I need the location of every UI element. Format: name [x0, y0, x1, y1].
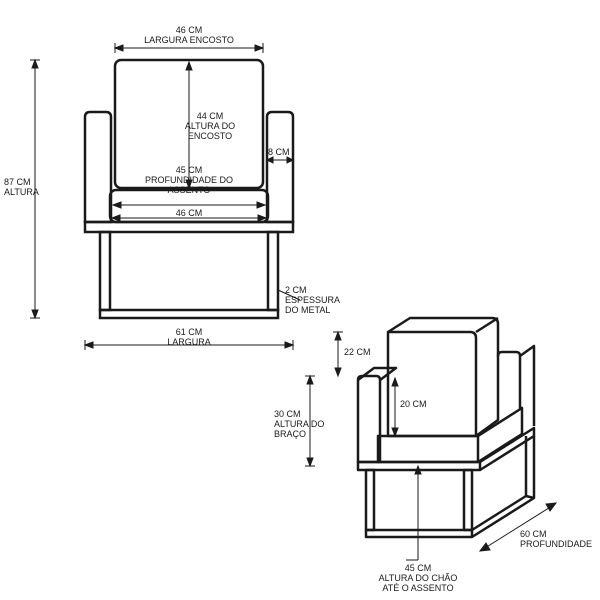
label-22cm: 22 CM — [344, 348, 371, 358]
label-largura-encosto: 46 CM LARGURA ENCOSTO — [144, 26, 234, 46]
label-espessura: 2 CM ESPESSURA DO METAL — [285, 286, 340, 316]
label-largura: 61 CM LARGURA — [167, 328, 211, 348]
label-seat-width: 46 CM — [176, 209, 203, 219]
label-20cm: 20 CM — [400, 400, 427, 410]
label-altura: 87 CM ALTURA — [4, 178, 39, 198]
label-profundidade: 60 CM PROFUNDIDADE — [520, 530, 592, 550]
label-altura-encosto: 44 CM ALTURA DO ENCOSTO — [185, 112, 235, 142]
label-altura-braco: 30 CM ALTURA DO BRAÇO — [274, 410, 324, 440]
label-arm-width: 8 CM — [268, 148, 290, 158]
label-altura-chao: 45 CM ALTURA DO CHÃO ATÉ O ASSENTO — [379, 564, 458, 594]
label-profundidade-assento: 45 CM PROFUNDIDADE DO ASSENTO — [145, 166, 233, 196]
